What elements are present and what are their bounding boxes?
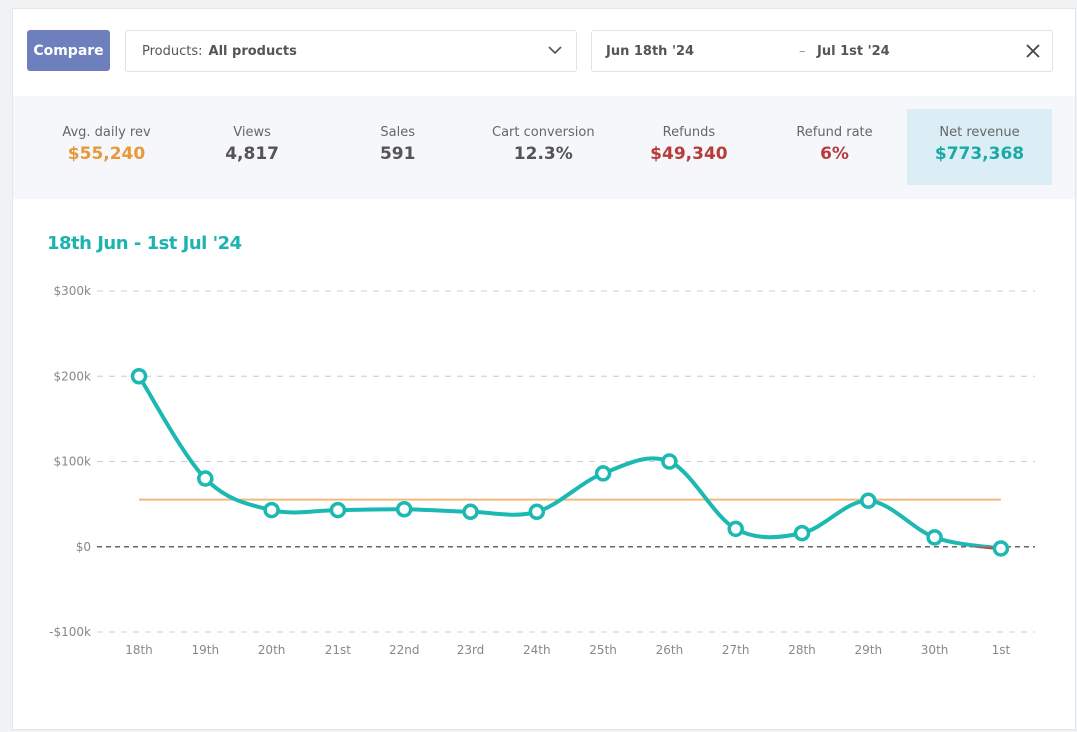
clear-button[interactable] xyxy=(1026,44,1040,58)
date-from[interactable]: Jun 18th '24 xyxy=(606,43,695,59)
stat: Net revenue $773,368 xyxy=(907,109,1052,185)
date-to[interactable]: Jul 1st '24 xyxy=(817,43,890,59)
chart: 18th Jun - 1st Jul '24 -$100k $0 $100k $200… xyxy=(47,233,1035,657)
stat-value: 591 xyxy=(379,144,416,164)
x-tick-label: 28th xyxy=(788,643,816,657)
stats-bar: Avg. daily rev $55,240 Views 4,817 Sales 591 C… xyxy=(13,96,1075,199)
point xyxy=(860,492,877,509)
x-tick-label: 25th xyxy=(589,643,617,657)
stat-label: Sales xyxy=(380,125,415,140)
stat-value: 6% xyxy=(820,144,849,164)
point xyxy=(992,540,1010,557)
x-tick-label: 20th xyxy=(258,643,286,657)
point xyxy=(462,503,479,521)
x-tick-label: 23rd xyxy=(457,643,485,657)
point xyxy=(594,465,612,482)
series-line xyxy=(137,375,1002,551)
dropdown-icon xyxy=(548,46,562,55)
x-tick-label: 29th xyxy=(855,643,883,657)
point xyxy=(926,529,943,546)
date-separator: – xyxy=(799,43,806,59)
y-tick-label: $200k xyxy=(54,369,92,383)
stat: Refund rate 6% xyxy=(762,109,907,185)
stat-label: Refund rate xyxy=(796,125,873,140)
y-tick-label: $0 xyxy=(76,540,91,554)
products-label: Products: xyxy=(142,43,203,59)
stat-value: $49,340 xyxy=(650,144,728,164)
x-tick-label: 19th xyxy=(192,643,220,657)
x-tick-label: 18th xyxy=(125,643,153,657)
stat-value: $55,240 xyxy=(67,144,146,164)
y-tick-label: -$100k xyxy=(49,625,91,639)
negative-line xyxy=(968,546,1002,551)
point xyxy=(661,453,678,470)
date-range[interactable]: Jun 18th '24 – Jul 1st '24 xyxy=(591,30,1053,72)
point xyxy=(528,503,546,521)
stat-label: Cart conversion xyxy=(492,125,595,140)
dashboard-card: Compare Products: All products Jun 18th … xyxy=(12,8,1076,730)
y-tick-label: $100k xyxy=(54,455,92,469)
products-value: All products xyxy=(208,43,297,59)
stat-label: Refunds xyxy=(662,125,716,140)
x-tick-label: 21st xyxy=(325,643,352,657)
point xyxy=(329,501,347,519)
x-tick-label: 30th xyxy=(921,643,949,657)
stat: Refunds $49,340 xyxy=(616,109,761,185)
stat-value: 4,817 xyxy=(225,144,279,164)
stat-value: 12.3% xyxy=(513,144,573,164)
point xyxy=(263,501,280,519)
stat-value: $773,368 xyxy=(934,144,1025,164)
x-tick-label: 22nd xyxy=(389,643,420,657)
stat-label: Net revenue xyxy=(939,125,1020,140)
point xyxy=(793,524,811,542)
stat: Avg. daily rev $55,240 xyxy=(34,109,179,185)
stat: Cart conversion 12.3% xyxy=(471,109,616,185)
stat-label: Views xyxy=(233,125,271,140)
x-tick-label: 27th xyxy=(722,643,750,657)
stat: Sales 591 xyxy=(325,109,470,185)
x-tick-label: 26th xyxy=(656,643,684,657)
stat: Views 4,817 xyxy=(180,109,325,185)
point xyxy=(727,520,744,538)
compare-button[interactable]: Compare xyxy=(27,30,110,71)
y-tick-label: $300k xyxy=(54,284,92,298)
x-tick-label: 24th xyxy=(523,643,551,657)
point xyxy=(197,470,214,487)
point xyxy=(130,368,148,385)
stat-label: Avg. daily rev xyxy=(62,125,151,140)
product-select[interactable]: Products: All products xyxy=(125,30,577,72)
chart-title: 18th Jun - 1st Jul '24 xyxy=(47,233,242,254)
point xyxy=(395,500,413,518)
x-tick-label: 1st xyxy=(992,643,1011,657)
